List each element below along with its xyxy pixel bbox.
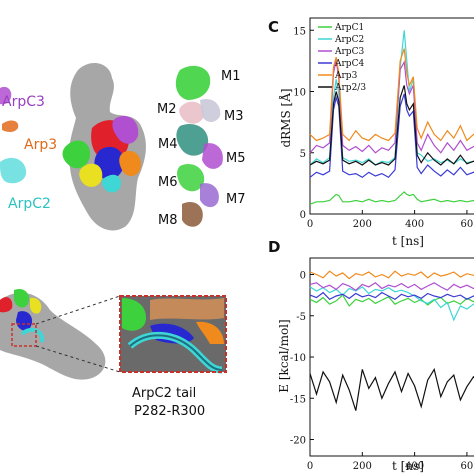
series-line-arpc1 (309, 294, 474, 307)
y-tick-label: -20 (290, 436, 306, 447)
x-tick-label: 0 (307, 219, 313, 230)
m7-label: M7 (226, 192, 246, 207)
m4-label: M4 (158, 137, 178, 152)
series-line-arpc4 (309, 291, 474, 301)
panel-c-letter: C (268, 18, 279, 36)
y-tick-label: -15 (290, 394, 306, 405)
x-tick-label: 60 (461, 461, 474, 472)
y-tick-label: 10 (293, 88, 306, 99)
y-tick-label: 15 (293, 26, 306, 37)
subunit-cyan (101, 174, 122, 193)
arpc3-fragment (0, 86, 12, 105)
tail-red (0, 297, 13, 313)
panel-d-letter: D (268, 238, 280, 256)
protein-structure-overview (62, 63, 146, 231)
domain-m5 (202, 143, 223, 169)
tail-yellow (30, 297, 42, 314)
m1-label: M1 (221, 69, 241, 84)
m8-label: M8 (158, 213, 178, 228)
legend-label-arpc3: ArpC3 (334, 47, 364, 57)
y-tick-label: -5 (296, 312, 306, 323)
zoom-line-top (35, 295, 121, 325)
zoom-inset (119, 295, 227, 374)
domain-m4 (176, 124, 209, 156)
arp3-fragment (2, 120, 19, 132)
m5-label: M5 (226, 151, 246, 166)
panel-d-ylabel: E [kcal/mol] (277, 319, 291, 392)
series-line-arp3 (309, 48, 474, 142)
legend-label-arp3: Arp3 (334, 71, 358, 81)
m3-label: M3 (224, 109, 244, 124)
arpc3-label: ArpC3 (2, 94, 45, 110)
y-tick-label: 0 (300, 271, 306, 282)
y-tick-label: -10 (290, 353, 306, 364)
arpc2-label: ArpC2 (8, 196, 51, 212)
domain-m3 (200, 98, 221, 122)
subunit-purple (112, 116, 139, 144)
subunit-orange (119, 150, 141, 176)
m6-label: M6 (158, 175, 178, 190)
panel-d: D E [kcal/mol] t [ns] 0 -5 -10 -15 -20 0 200 4… (268, 238, 474, 473)
tail-structure (0, 288, 106, 380)
x-tick-label: 0 (307, 461, 313, 472)
inset-dark-tail (129, 334, 223, 371)
domain-m6 (177, 163, 205, 192)
inset-orange (196, 321, 224, 344)
y-tick-label: 0 (300, 210, 306, 221)
panel-d-yticks: 0 -5 -10 -15 -20 (290, 271, 314, 447)
arp3-label: Arp3 (24, 137, 57, 153)
x-tick-label: 60 (461, 219, 474, 230)
inset-frame (119, 295, 227, 373)
m2-label: M2 (157, 102, 177, 117)
panel-c-plot-frame (309, 17, 474, 215)
panel-c-series (309, 30, 474, 205)
x-tick-label: 200 (353, 461, 372, 472)
tail-label-line2: P282-R300 (134, 404, 205, 419)
tail-green (14, 288, 30, 308)
series-line-arpc4 (309, 93, 474, 179)
subunit-green (62, 140, 90, 169)
inset-green (122, 298, 146, 331)
domain-m8 (182, 201, 203, 227)
domain-m2 (179, 101, 205, 124)
y-tick-label: 5 (300, 149, 306, 160)
subunit-yellow (79, 163, 103, 187)
arpc2-fragment (0, 157, 27, 184)
series-line-arp2-3 (309, 367, 474, 411)
tail-label-line1: ArpC2 tail (132, 386, 196, 401)
panel-d-xticks: 0 200 400 60 (307, 452, 473, 472)
panel-c-xlabel: t [ns] (392, 234, 424, 248)
panel-d-xlabel: t [ns] (392, 459, 424, 473)
tail-blue (16, 311, 33, 331)
series-line-arp2-3 (309, 85, 474, 166)
legend-label-arpc2: ArpC2 (334, 35, 364, 45)
legend-label-arpc1: ArpC1 (334, 23, 364, 33)
panel-c-xticks: 0 200 400 60 (307, 210, 473, 230)
subunit-blue (94, 146, 125, 180)
domain-stack (175, 65, 223, 227)
series-line-arp3 (309, 270, 474, 280)
panel-d-series (309, 270, 474, 411)
domain-m7 (200, 183, 219, 208)
domain-m1 (175, 65, 211, 100)
series-line-arpc3 (309, 282, 474, 291)
x-tick-label: 400 (405, 461, 424, 472)
panel-c-yticks: 0 5 10 15 (293, 26, 314, 221)
panel-c-ylabel: dRMS [Å] (278, 88, 293, 147)
series-line-arpc2 (309, 286, 474, 322)
legend-label-arpc4: ArpC4 (334, 59, 364, 69)
series-line-arpc1 (309, 191, 474, 205)
zoom-box-source (11, 323, 37, 347)
x-tick-label: 400 (405, 219, 424, 230)
x-tick-label: 200 (353, 219, 372, 230)
legend-label-arp2-3: Arp2/3 (334, 83, 366, 93)
zoom-line-bottom (35, 345, 121, 373)
panel-c-legend: ArpC1 ArpC2 ArpC3 ArpC4 Arp3 Arp2/3 (318, 23, 366, 93)
inset-brown (150, 298, 224, 320)
panel-c: C dRMS [Å] t [ns] 0 5 10 15 0 200 400 60 ArpC1… (268, 17, 474, 248)
